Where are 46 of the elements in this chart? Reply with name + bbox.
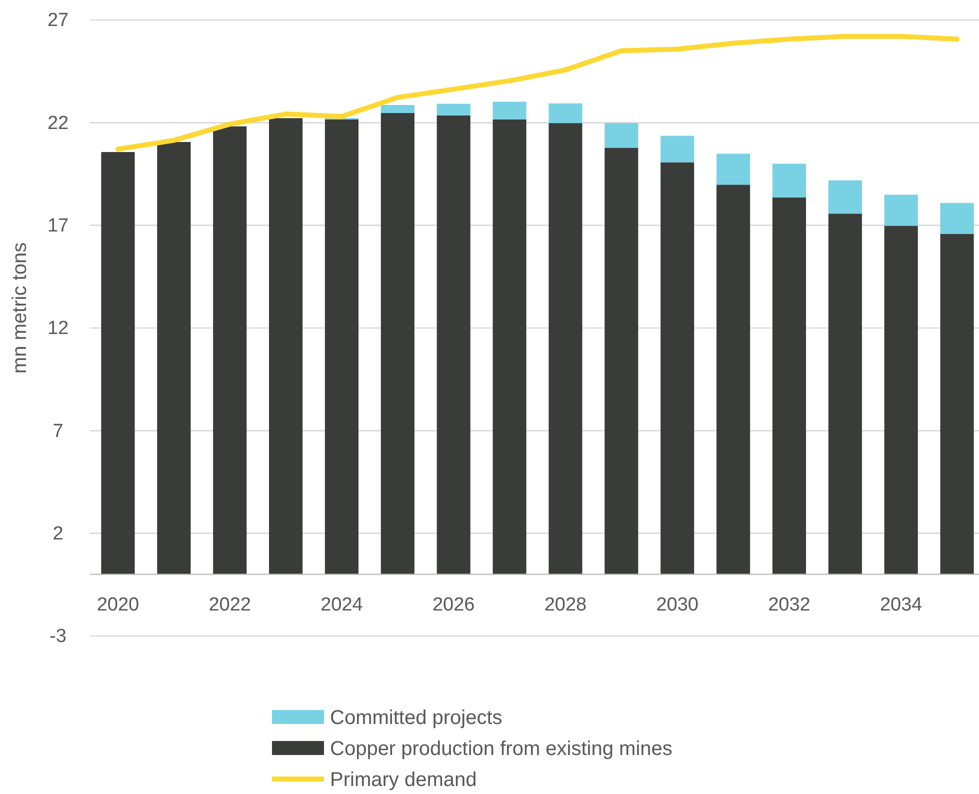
bar [940, 234, 974, 574]
bar [884, 194, 918, 226]
bar [157, 142, 191, 574]
bar [716, 154, 750, 185]
bar [604, 148, 638, 574]
bar [548, 123, 582, 574]
bar [380, 105, 414, 114]
bar [436, 115, 470, 574]
bar [716, 184, 750, 574]
bar [492, 119, 526, 574]
x-tick-label: 2032 [768, 594, 810, 616]
y-axis-title: mn metric tons [9, 242, 31, 374]
bar [772, 197, 806, 574]
x-tick-label: 2030 [656, 594, 698, 616]
bar [940, 202, 974, 234]
y-tick-label: 12 [47, 318, 69, 340]
y-tick-label: 27 [47, 10, 69, 32]
x-tick-label: 2034 [880, 594, 923, 616]
legend-label: Copper production from existing mines [330, 738, 672, 760]
bar [604, 123, 638, 148]
legend-label: Committed projects [330, 707, 502, 729]
bar [213, 126, 247, 574]
x-tick-label: 2020 [96, 594, 140, 616]
bar [492, 102, 526, 120]
bar [436, 104, 470, 116]
bar [324, 119, 358, 574]
legend-label: Primary demand [330, 769, 477, 791]
bar [884, 226, 918, 574]
y-tick-label: -3 [50, 626, 66, 648]
bar [660, 136, 694, 162]
bar [828, 180, 862, 214]
bar [828, 214, 862, 574]
y-tick-label: 17 [47, 215, 69, 236]
bar [772, 164, 806, 198]
x-tick-label: 2022 [208, 594, 251, 616]
y-tick-label: 7 [52, 420, 64, 442]
bar [548, 103, 582, 124]
y-tick-label: 22 [47, 112, 69, 134]
y-tick-label: 2 [52, 523, 64, 544]
bar [269, 118, 303, 574]
bar [101, 152, 135, 574]
x-tick-label: 2026 [432, 594, 475, 616]
x-tick-label: 2028 [544, 594, 587, 616]
x-tick-label: 2024 [320, 594, 364, 616]
bar [380, 113, 414, 574]
bar [660, 162, 694, 574]
